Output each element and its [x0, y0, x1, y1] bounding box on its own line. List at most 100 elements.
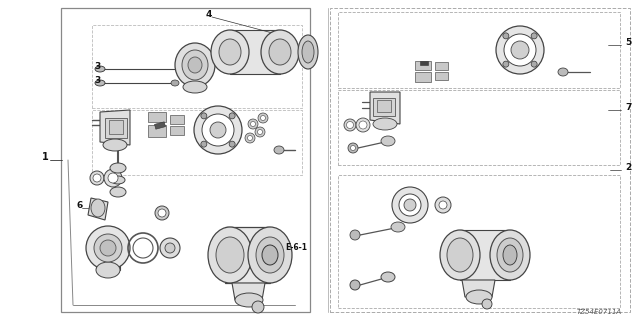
- Bar: [105, 118, 127, 138]
- Polygon shape: [232, 283, 265, 300]
- Ellipse shape: [158, 209, 166, 217]
- Ellipse shape: [531, 33, 537, 39]
- Ellipse shape: [201, 141, 207, 147]
- Ellipse shape: [351, 146, 355, 150]
- Ellipse shape: [104, 169, 122, 187]
- Ellipse shape: [100, 240, 116, 256]
- Bar: [170, 115, 184, 124]
- Text: 1: 1: [42, 152, 49, 162]
- Ellipse shape: [95, 66, 105, 72]
- Ellipse shape: [181, 66, 189, 72]
- Ellipse shape: [260, 116, 266, 121]
- Ellipse shape: [256, 237, 284, 273]
- Ellipse shape: [350, 230, 360, 240]
- Ellipse shape: [165, 243, 175, 253]
- Ellipse shape: [86, 226, 130, 270]
- Ellipse shape: [202, 114, 234, 146]
- Ellipse shape: [235, 293, 263, 307]
- Ellipse shape: [482, 299, 492, 309]
- Polygon shape: [460, 230, 510, 280]
- Bar: [338, 175, 620, 308]
- Ellipse shape: [381, 136, 395, 146]
- Ellipse shape: [110, 187, 126, 197]
- Ellipse shape: [229, 141, 235, 147]
- Ellipse shape: [211, 30, 249, 74]
- Ellipse shape: [133, 238, 153, 258]
- Polygon shape: [225, 227, 270, 283]
- Ellipse shape: [91, 199, 105, 217]
- Bar: [415, 61, 431, 70]
- Bar: [109, 120, 123, 134]
- Bar: [148, 125, 166, 137]
- Ellipse shape: [103, 139, 127, 151]
- Ellipse shape: [497, 238, 523, 272]
- Ellipse shape: [110, 163, 126, 173]
- Ellipse shape: [531, 61, 537, 67]
- Ellipse shape: [262, 245, 278, 265]
- Text: 6: 6: [76, 201, 83, 210]
- Ellipse shape: [245, 133, 255, 143]
- Ellipse shape: [392, 187, 428, 223]
- Ellipse shape: [183, 81, 207, 93]
- Bar: [338, 12, 620, 88]
- Ellipse shape: [113, 140, 123, 150]
- Ellipse shape: [95, 80, 105, 86]
- Text: TZ54E0711A: TZ54E0711A: [577, 309, 622, 315]
- Bar: [435, 62, 448, 70]
- Bar: [148, 112, 166, 122]
- Ellipse shape: [248, 119, 258, 129]
- Ellipse shape: [302, 41, 314, 63]
- Polygon shape: [88, 198, 108, 220]
- Text: 3: 3: [94, 62, 100, 71]
- Ellipse shape: [216, 237, 244, 273]
- Ellipse shape: [466, 290, 492, 304]
- Ellipse shape: [404, 199, 416, 211]
- Ellipse shape: [175, 43, 215, 87]
- Ellipse shape: [93, 174, 101, 182]
- Polygon shape: [100, 110, 130, 145]
- Text: 3: 3: [94, 76, 100, 85]
- Bar: [338, 90, 620, 165]
- Ellipse shape: [490, 230, 530, 280]
- Ellipse shape: [274, 146, 284, 154]
- Bar: [330, 8, 630, 312]
- Ellipse shape: [257, 130, 262, 134]
- Ellipse shape: [96, 262, 120, 278]
- Bar: [373, 98, 395, 116]
- Ellipse shape: [210, 122, 226, 138]
- Ellipse shape: [188, 57, 202, 73]
- Ellipse shape: [511, 41, 529, 59]
- Bar: [61, 8, 310, 312]
- Polygon shape: [370, 92, 400, 124]
- Bar: [377, 100, 391, 112]
- Ellipse shape: [250, 122, 255, 126]
- Ellipse shape: [258, 113, 268, 123]
- Ellipse shape: [90, 171, 104, 185]
- Ellipse shape: [504, 34, 536, 66]
- Ellipse shape: [208, 227, 252, 283]
- Ellipse shape: [261, 30, 299, 74]
- Ellipse shape: [359, 121, 367, 129]
- Ellipse shape: [171, 80, 179, 86]
- Ellipse shape: [381, 272, 395, 282]
- Ellipse shape: [348, 143, 358, 153]
- Bar: [92, 110, 302, 175]
- Ellipse shape: [503, 245, 517, 265]
- Text: 2: 2: [625, 163, 631, 172]
- Ellipse shape: [346, 122, 353, 129]
- Bar: [154, 122, 166, 129]
- Ellipse shape: [503, 61, 509, 67]
- Ellipse shape: [373, 118, 397, 130]
- Ellipse shape: [356, 118, 370, 132]
- Ellipse shape: [108, 173, 118, 183]
- Text: 5: 5: [625, 38, 631, 47]
- Ellipse shape: [248, 135, 253, 140]
- Ellipse shape: [496, 26, 544, 74]
- Bar: [435, 72, 448, 80]
- Ellipse shape: [298, 35, 318, 69]
- Ellipse shape: [201, 113, 207, 119]
- Ellipse shape: [252, 301, 264, 313]
- Ellipse shape: [447, 238, 473, 272]
- Ellipse shape: [440, 230, 480, 280]
- Ellipse shape: [160, 238, 180, 258]
